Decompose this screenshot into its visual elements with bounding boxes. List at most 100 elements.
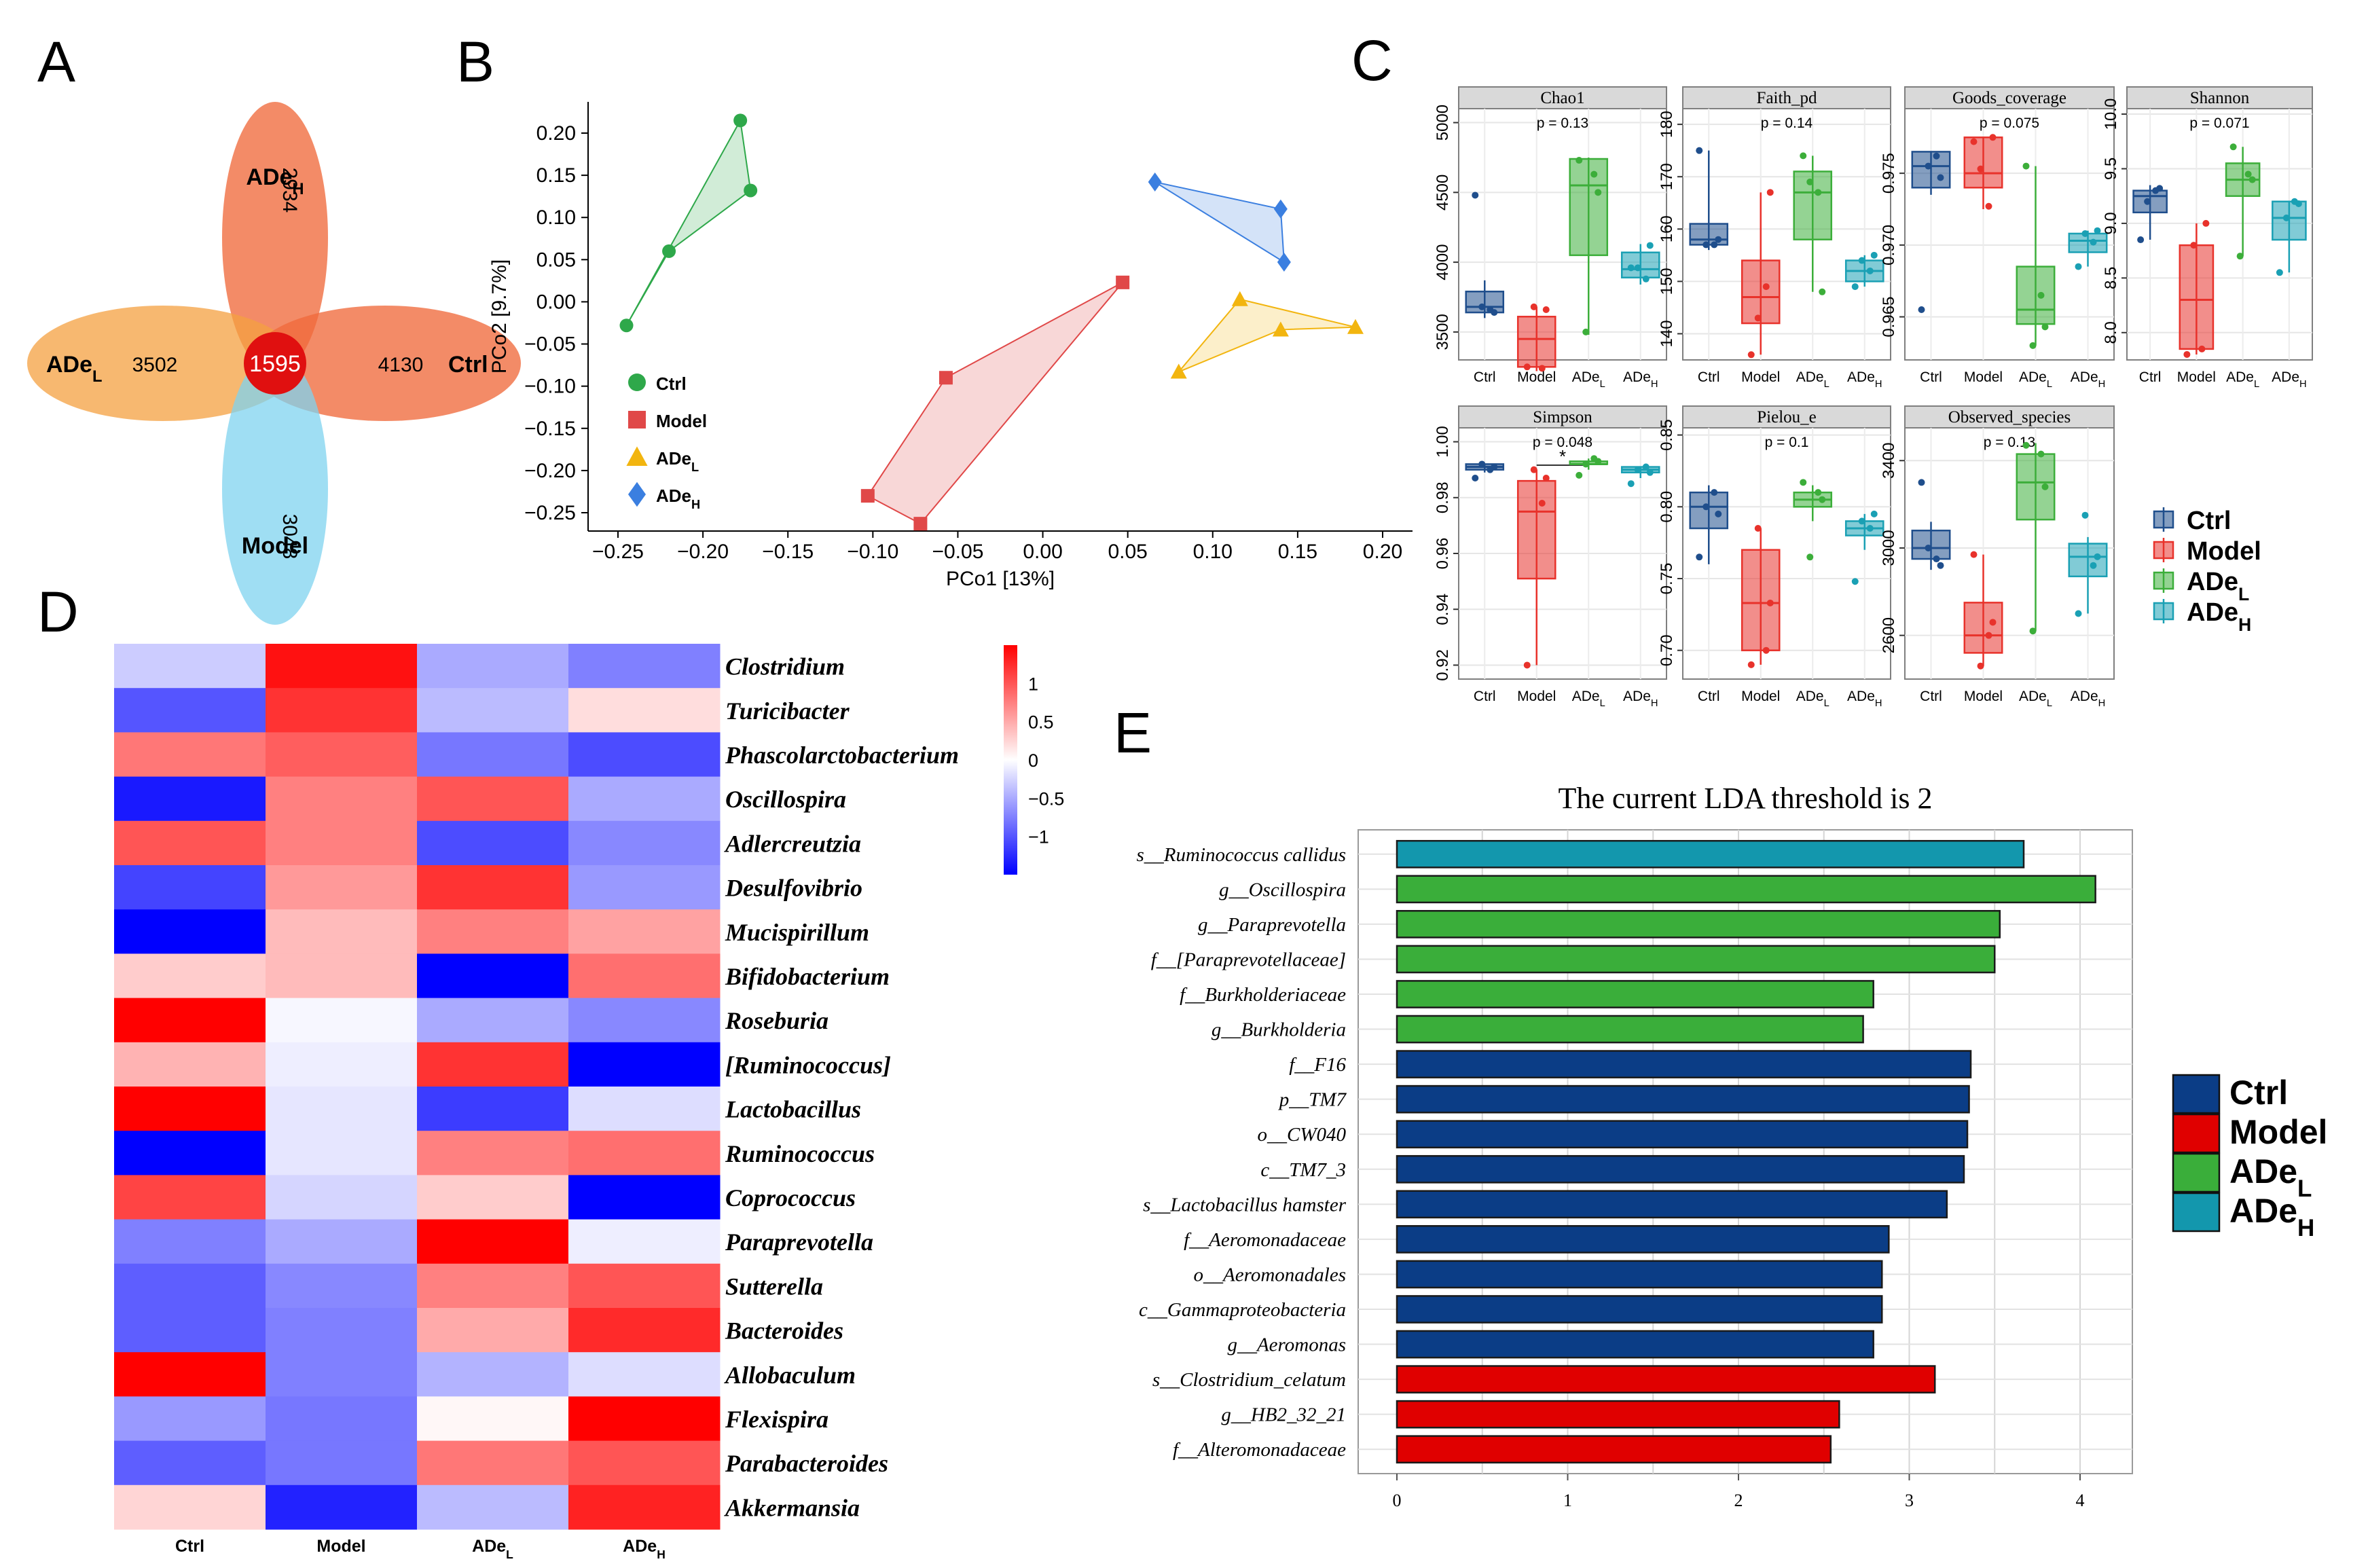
box-point: [1754, 525, 1762, 532]
heatmap-cell: [417, 1042, 569, 1087]
lda-legend-key: [2172, 1113, 2221, 1154]
heatmap-cell: [568, 998, 721, 1043]
venn-core-circle: [244, 332, 306, 395]
heatmap-cell: [266, 644, 418, 689]
facet-category-label: Ctrl: [1698, 369, 1720, 385]
facet-category-label: Model: [1964, 689, 2003, 704]
facet-y-tick-label: 8.5: [2102, 267, 2120, 289]
heatmap-cell: [114, 688, 266, 733]
pcoa-point-ctrl: [619, 318, 634, 333]
box-point: [1538, 365, 1546, 372]
venn-count-ade-l: 3502: [132, 354, 178, 376]
venn-label-model-name: Model: [242, 533, 308, 559]
heatmap-scale-label: 0.5: [1028, 712, 1054, 733]
facet-y-tick-label: 10.0: [2102, 98, 2120, 130]
heatmap-cell: [266, 1175, 418, 1220]
facet-category-label: Model: [1517, 689, 1556, 704]
heatmap-row-label: Desulfovibrio: [725, 875, 862, 902]
facet-category-label: ADeH: [1847, 689, 1882, 709]
pcoa-legend-marker: [628, 373, 646, 391]
box-iqr: [1689, 223, 1729, 246]
box-point: [2244, 170, 2252, 178]
lda-legend-key: [2172, 1152, 2221, 1193]
venn-label-ctrl: Ctrl: [448, 352, 488, 378]
box-legend-label-sub: L: [2238, 584, 2249, 604]
facet-y-tick-label: 0.85: [1658, 419, 1676, 451]
heatmap-col-label: Model: [316, 1537, 365, 1556]
pcoa-legend-label-sub: H: [691, 498, 700, 511]
heatmap-cell: [266, 1440, 418, 1486]
heatmap-cell: [114, 1484, 266, 1530]
venn-core-count: 1595: [249, 351, 301, 377]
facet-category-label: ADeL: [1796, 689, 1829, 709]
facet-category-label-name: ADe: [1572, 689, 1600, 704]
box-point: [1985, 202, 1992, 210]
facet-p-value: p = 0.13: [1537, 115, 1588, 131]
venn-count-model: 3048: [278, 514, 301, 560]
heatmap-cell: [417, 688, 569, 733]
heatmap-row-label: Lactobacillus: [725, 1096, 861, 1123]
heatmap-cell: [114, 1175, 266, 1220]
facet-category-label-sub: H: [2299, 379, 2307, 390]
facet-y-tick-label: 3400: [1880, 443, 1898, 479]
heatmap-cell: [114, 865, 266, 910]
box-facet-observed_species: Observed_species 2600 3000 3400 p = 0.13 Ctrl…: [1880, 405, 2115, 709]
box-point: [2037, 291, 2045, 299]
heatmap-cell: [114, 909, 266, 954]
lda-bar-label: g__Aeromonas: [1227, 1334, 1346, 1356]
venn-count-ctrl: 4130: [378, 354, 424, 376]
facet-category-label-name: ADe: [1623, 369, 1651, 385]
facet-category-label-name: Model: [1517, 689, 1556, 704]
facet-y-tick-label: 3000: [1880, 530, 1898, 566]
venn-label-ctrl-name: Ctrl: [448, 352, 488, 378]
lda-legend-label-sub: L: [2297, 1175, 2312, 1202]
facet-category-label-name: Model: [2177, 369, 2216, 385]
lda-legend-key: [2172, 1074, 2221, 1114]
box-legend-key: [2153, 510, 2174, 529]
heatmap-col-label-name: Model: [316, 1537, 365, 1556]
box-point: [1925, 544, 1932, 551]
heatmap-cell: [417, 1484, 569, 1530]
heatmap-cell: [114, 1131, 266, 1175]
lda-bar: [1396, 1295, 1883, 1324]
lda-legend-label: ADeL: [2229, 1152, 2312, 1202]
box-point: [1870, 510, 1878, 517]
facet-category-label: Ctrl: [1920, 689, 1942, 704]
lda-bar-label: s__Clostridium_celatum: [1152, 1369, 1346, 1391]
facet-y-tick-label: 0.970: [1880, 225, 1898, 266]
facet-category-label-name: ADe: [1847, 369, 1875, 385]
box-point: [1747, 661, 1755, 668]
box-point: [1646, 469, 1654, 476]
facet-category-label-sub: L: [1824, 698, 1829, 709]
box-point: [1478, 303, 1486, 310]
box-point: [1989, 134, 1997, 141]
box-point: [1642, 463, 1650, 471]
panel-letter-c: C: [1351, 29, 1393, 92]
facet-category-label-name: Model: [1964, 369, 2003, 385]
heatmap-row-label: Adlercreutzia: [724, 830, 861, 857]
box-point: [2081, 511, 2089, 519]
lda-bar-label: o__Aeromonadales: [1194, 1264, 1346, 1286]
facet-category-label-name: Model: [1741, 369, 1780, 385]
lda-bar: [1396, 1435, 1832, 1464]
heatmap-col-label: ADeH: [623, 1537, 666, 1561]
facet-y-tick-label: 0.98: [1434, 481, 1452, 513]
facet-y-tick-label: 140: [1658, 320, 1676, 347]
facet-y-tick-label: 3500: [1434, 314, 1452, 350]
facet-category-label: ADeH: [2071, 369, 2105, 390]
facet-category-label: ADeH: [2272, 369, 2306, 390]
facet-category-label: Ctrl: [1474, 689, 1496, 704]
facet-title: Pielou_e: [1757, 408, 1817, 426]
heatmap-cell: [568, 820, 721, 866]
lda-bar: [1396, 1225, 1890, 1254]
heatmap-cell: [417, 998, 569, 1043]
lda-legend-label-name: Ctrl: [2229, 1074, 2288, 1112]
box-point: [1523, 661, 1531, 669]
box-facet-simpson: Simpson 0.92 0.94 0.96 0.98 1.00 p = 0.048* Ctr…: [1434, 405, 1667, 709]
pcoa-y-tick-label: 0.20: [536, 122, 576, 145]
lda-bar-label: p__TM7: [1278, 1089, 1347, 1111]
facet-strip: [1904, 86, 2115, 109]
box-point: [1530, 303, 1537, 310]
pcoa-legend-marker: [626, 446, 648, 466]
box-legend-label: ADeH: [2187, 598, 2251, 635]
